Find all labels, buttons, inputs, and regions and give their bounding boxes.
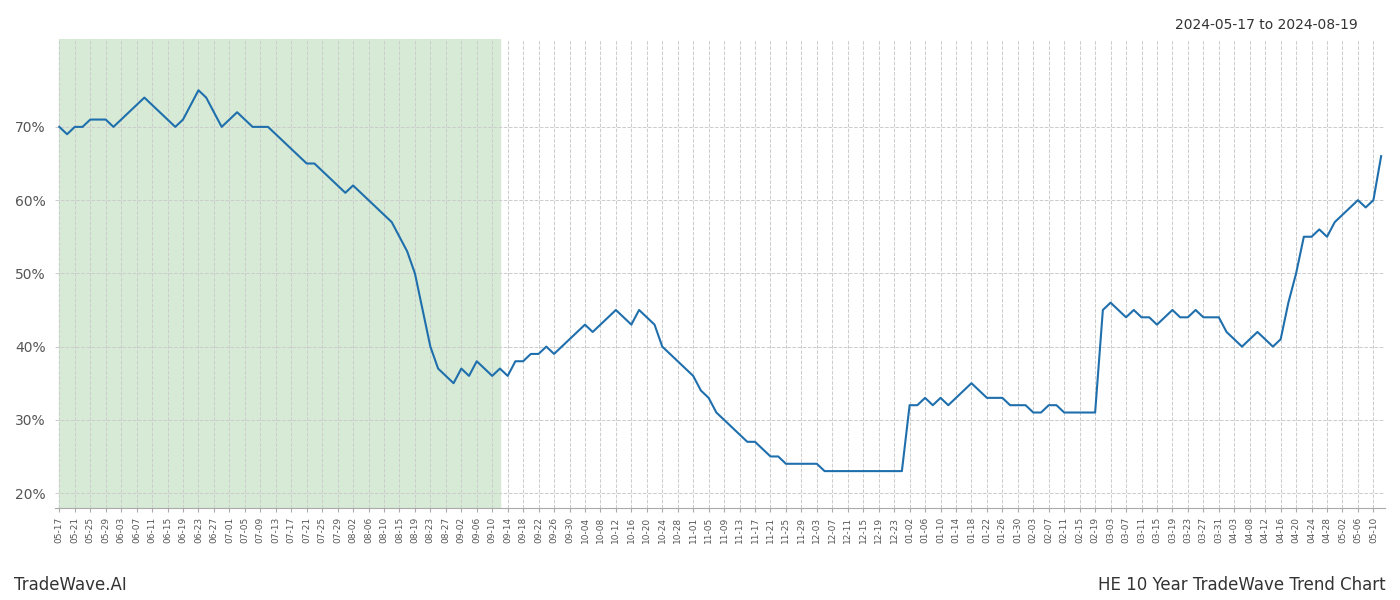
Text: 2024-05-17 to 2024-08-19: 2024-05-17 to 2024-08-19 — [1175, 18, 1358, 32]
Bar — [59, 39, 500, 508]
Text: HE 10 Year TradeWave Trend Chart: HE 10 Year TradeWave Trend Chart — [1099, 576, 1386, 594]
Text: TradeWave.AI: TradeWave.AI — [14, 576, 127, 594]
